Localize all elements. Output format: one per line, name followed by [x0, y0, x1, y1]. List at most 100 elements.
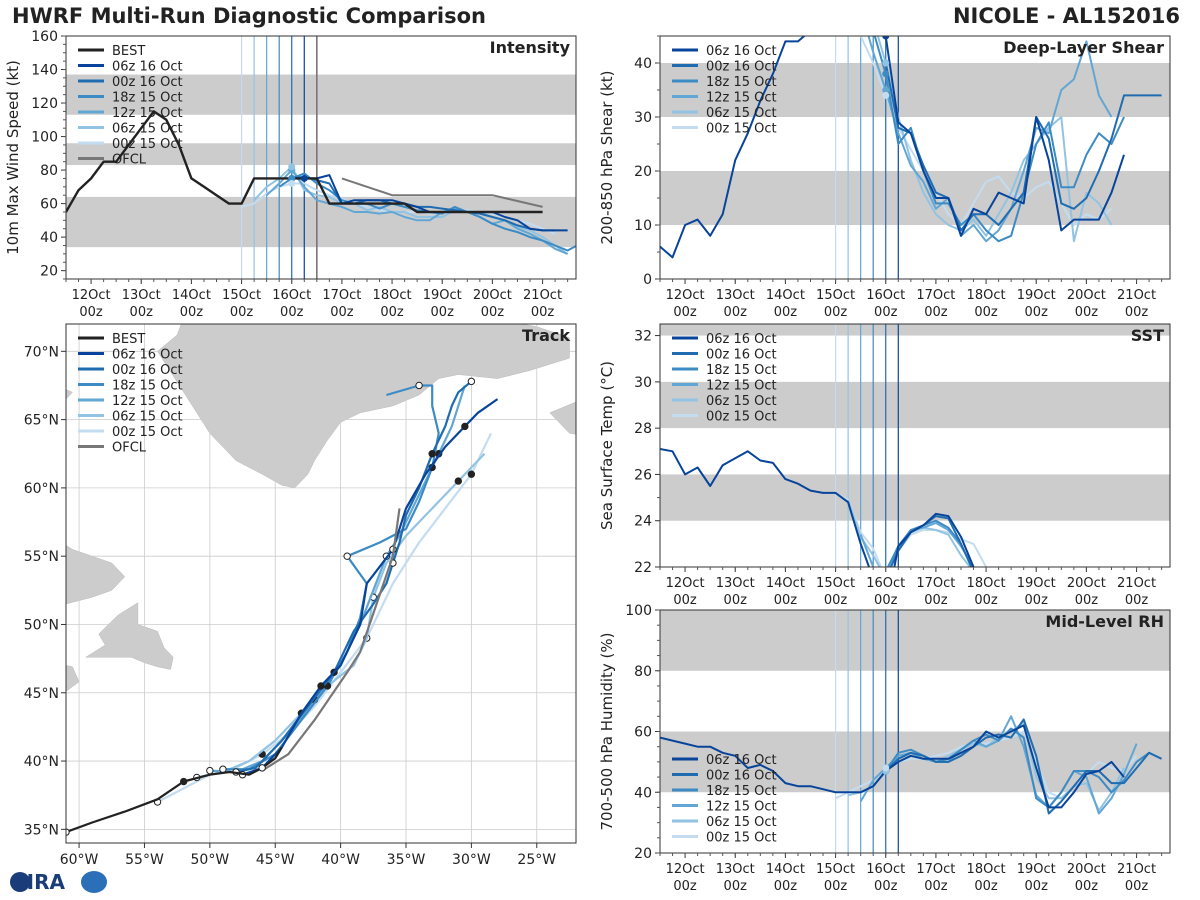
sst-xtick-hour-4: 00z	[874, 593, 898, 608]
sst-xtick-hour-5: 00z	[924, 593, 948, 608]
rh-xtick-day-6: 18Oct	[967, 862, 1006, 877]
intensity-legend-label-18z-15-oct: 18z 15 Oct	[112, 91, 183, 106]
intensity-legend-label-00z-15-oct: 00z 15 Oct	[112, 137, 183, 152]
sst-xtick-day-5: 17Oct	[916, 576, 955, 591]
intensity-xtick-hour-2: 00z	[180, 305, 204, 320]
rh-xtick-hour-0: 00z	[673, 879, 697, 894]
rh-xtick-hour-4: 00z	[874, 879, 898, 894]
intensity-legend-label-06z-16-oct: 06z 16 Oct	[112, 60, 183, 75]
sst-xtick-day-4: 16Oct	[866, 576, 905, 591]
intensity-series-12z-15-oct	[266, 169, 568, 255]
shear-legend-label-06z-15-oct: 06z 15 Oct	[706, 106, 777, 121]
sst-legend-label-12z-15-oct: 12z 15 Oct	[706, 379, 777, 394]
track-point-06z-15-oct-12	[454, 477, 463, 485]
rh-xtick-hour-1: 00z	[724, 879, 748, 894]
sst-xtick-hour-6: 00z	[974, 593, 998, 608]
sst-ytick-label-26: 26	[634, 467, 652, 483]
shear-xtick-day-9: 21Oct	[1117, 288, 1156, 303]
shear-ylabel: 200-850 hPa Shear (kt)	[598, 71, 616, 245]
sst-shaded-band-2	[660, 324, 1170, 336]
shear-ytick-label-0: 0	[643, 272, 652, 288]
shear-series-12z-15-oct	[867, 36, 1113, 243]
sst-xtick-hour-1: 00z	[724, 593, 748, 608]
intensity-xtick-day-7: 19Oct	[423, 288, 462, 303]
shear-legend-label-18z-15-oct: 18z 15 Oct	[706, 75, 777, 90]
sst-legend-label-06z-15-oct: 06z 15 Oct	[706, 394, 777, 409]
rh-xtick-day-7: 19Oct	[1017, 862, 1056, 877]
track-point-best-8	[258, 764, 266, 772]
shear-legend-label-12z-15-oct: 12z 15 Oct	[706, 91, 777, 106]
track-ytick-label-0: 35°N	[24, 822, 59, 838]
land-iceland	[549, 401, 576, 435]
land-baffin	[66, 389, 73, 400]
sst-series-00z-15-oct	[835, 492, 988, 567]
sst-ytick-label-22: 22	[634, 560, 652, 576]
intensity-legend-label-06z-15-oct: 06z 15 Oct	[112, 122, 183, 137]
shear-ytick-label-40: 40	[634, 56, 652, 72]
sst-frame	[659, 323, 1171, 568]
rh-xtick-hour-8: 00z	[1075, 879, 1099, 894]
track-legend-label-ofcl: OFCL	[112, 441, 147, 456]
sst-ytick-label-32: 32	[634, 329, 652, 345]
rh-xtick-hour-5: 00z	[924, 879, 948, 894]
shear-title: Deep-Layer Shear	[1003, 38, 1164, 57]
track-ytick-label-6: 65°N	[24, 413, 59, 429]
rh-xtick-hour-9: 00z	[1125, 879, 1149, 894]
sst-legend-label-18z-15-oct: 18z 15 Oct	[706, 363, 777, 378]
shear-xtick-hour-4: 00z	[874, 305, 898, 320]
track-series-best	[66, 746, 283, 834]
sst-shaded-band-0	[660, 474, 1170, 521]
intensity-ytick-label-140: 140	[31, 63, 58, 79]
intensity-xtick-hour-3: 00z	[230, 305, 254, 320]
sst-xtick-day-1: 13Oct	[716, 576, 755, 591]
rh-legend-label-12z-15-oct: 12z 15 Oct	[706, 800, 777, 815]
track-series-ofcl	[261, 508, 401, 772]
sst-xtick-hour-9: 00z	[1125, 593, 1149, 608]
intensity-shaded-band-2	[66, 74, 576, 115]
intensity-ytick-label-40: 40	[40, 230, 58, 246]
shear-xtick-hour-8: 00z	[1075, 305, 1099, 320]
sst-xtick-hour-2: 00z	[774, 593, 798, 608]
track-legend-label-06z-15-oct: 06z 15 Oct	[112, 410, 183, 425]
land-greenland	[157, 324, 570, 489]
sst-xtick-day-9: 21Oct	[1117, 576, 1156, 591]
sst-series-06z-16-oct	[660, 448, 975, 567]
rh-xtick-hour-6: 00z	[974, 879, 998, 894]
shear-ytick-label-20: 20	[634, 164, 652, 180]
rh-xtick-day-1: 13Oct	[716, 862, 755, 877]
shear-xtick-day-8: 20Oct	[1067, 288, 1106, 303]
rh-legend-label-00z-16-oct: 00z 16 Oct	[706, 769, 777, 784]
shear-xtick-day-5: 17Oct	[916, 288, 955, 303]
intensity-xtick-hour-7: 00z	[431, 305, 455, 320]
intensity-xtick-day-1: 13Oct	[122, 288, 161, 303]
cira-logo-globe-icon	[10, 872, 30, 892]
rh-xtick-day-4: 16Oct	[866, 862, 905, 877]
sst-ytick-label-24: 24	[634, 514, 652, 530]
rh-legend-label-18z-15-oct: 18z 15 Oct	[706, 784, 777, 799]
track-legend-label-18z-15-oct: 18z 15 Oct	[112, 379, 183, 394]
intensity-xtick-day-3: 15Oct	[222, 288, 261, 303]
intensity-ytick-label-100: 100	[31, 130, 58, 146]
sst-ytick-label-30: 30	[634, 375, 652, 391]
intensity-ytick-label-60: 60	[40, 197, 58, 213]
track-xtick-label-5: 35°W	[387, 852, 426, 868]
sst-xtick-hour-8: 00z	[1075, 593, 1099, 608]
shear-xtick-hour-6: 00z	[974, 305, 998, 320]
intensity-xtick-hour-1: 00z	[130, 305, 154, 320]
sst-xtick-day-7: 19Oct	[1017, 576, 1056, 591]
sst-shaded-band-1	[660, 381, 1170, 429]
rh-xtick-day-8: 20Oct	[1067, 862, 1106, 877]
rh-init-marker-00z-15-oct	[882, 764, 890, 772]
shear-shaded-band-1	[660, 63, 1170, 117]
rh-ytick-label-80: 80	[634, 664, 652, 680]
rh-xtick-day-3: 15Oct	[816, 862, 855, 877]
intensity-xtick-hour-9: 00z	[531, 305, 555, 320]
intensity-init-marker-00z-15-oct	[288, 179, 296, 187]
track-xtick-label-3: 45°W	[256, 852, 295, 868]
rh-ytick-label-60: 60	[634, 725, 652, 741]
track-ytick-label-5: 60°N	[24, 481, 59, 497]
shear-init-marker-12z-15-oct	[882, 86, 890, 94]
track-xtick-label-4: 40°W	[321, 852, 360, 868]
intensity-init-marker-18z-15-oct	[288, 174, 296, 182]
